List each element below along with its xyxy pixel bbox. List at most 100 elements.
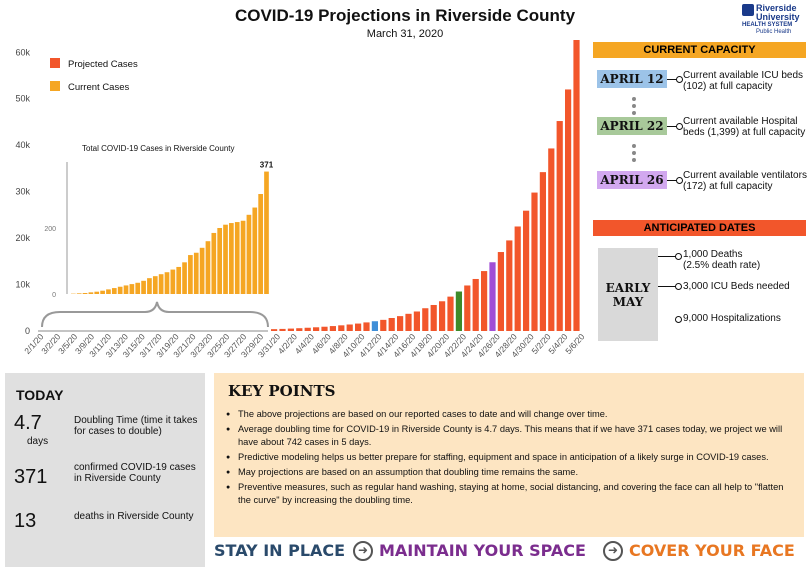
anticipated-hospitalizations: 9,000 Hospitalizations [683,313,781,324]
inset-y-tick-label: 200 [44,226,56,233]
inset-bar [164,272,170,294]
projected-bar [472,278,479,331]
deaths-label: deaths in Riverside County [74,511,194,522]
inset-bar [193,252,199,294]
inset-bar [234,222,240,294]
projected-bar [363,322,370,331]
projected-bar [497,252,504,331]
inset-bar [135,282,141,294]
inset-bar [129,284,135,294]
inset-bar [264,171,269,294]
timeline-dot [632,111,636,115]
early-may-label: EARLY MAY [598,248,658,341]
inset-bar [88,292,94,294]
key-point-item: Preventive measures, such as regular han… [224,481,798,507]
projected-bar [539,172,546,331]
anticipated-marker [675,253,682,260]
capacity-marker [676,123,683,130]
projected-bar [271,329,278,331]
y-tick-label: 60k [15,47,30,57]
anticipated-marker [675,316,682,323]
anticipated-icu: 3,000 ICU Beds needed [683,281,790,292]
projected-bar [523,210,530,331]
projected-bar [279,328,286,331]
page-date: March 31, 2020 [366,28,444,40]
inset-bar [240,220,246,294]
inset-bar [188,255,193,294]
capacity-text-hospital: Current available Hospital beds (1,399) … [683,116,806,138]
timeline-dot [632,151,636,155]
anticipated-connector [658,286,678,287]
key-points-title: KEY POINTS [228,382,336,400]
projected-bar [556,121,563,331]
inset-y-tick-label: 0 [52,292,56,299]
inset-bar [223,224,228,294]
y-tick-label: 0 [25,326,30,336]
inset-bar [246,214,252,294]
confirmed-cases-label: confirmed COVID-19 cases in Riverside Co… [74,462,196,484]
capacity-connector [667,180,679,181]
projected-bar [573,40,580,332]
y-tick-label: 50k [15,94,30,104]
inset-end-label: 371 [260,161,274,170]
inset-bar [211,232,217,294]
arrow-right-icon: ➜ [603,541,623,561]
key-point-item: May projections are based on an assumpti… [224,466,798,479]
projected-bar [413,311,420,331]
timeline-dot [632,144,636,148]
projected-bar [405,313,412,331]
projected-bar [380,319,387,331]
capacity-connector [667,79,679,80]
inset-bar [111,288,117,294]
confirmed-cases-value: 371 [14,466,48,488]
projected-bar [439,301,446,331]
page-title: COVID-19 Projections in Riverside County [234,6,576,25]
inset-bar [100,290,105,294]
today-panel [5,373,205,567]
inset-bar [182,262,187,294]
logo: Riverside University HEALTH SYSTEM Publi… [742,4,806,35]
capacity-marker [676,177,683,184]
inset-bar [199,247,205,294]
projection-chart: 010k20k30k40k50k60k2/1/203/2/203/5/203/9… [15,40,587,359]
arrow-right-icon: ➜ [353,541,373,561]
inset-bar [217,228,223,294]
inset-bar [170,269,176,294]
projected-bar [531,192,538,331]
y-tick-label: 20k [15,233,30,243]
timeline-dot [632,158,636,162]
projected-bar [430,304,437,331]
anticipated-marker [675,283,682,290]
legend-swatch [50,58,60,68]
legend-swatch [50,81,60,91]
deaths-value: 13 [14,510,37,532]
current-capacity-header: CURRENT CAPACITY [593,42,806,58]
capacity-date-april-26: APRIL 26 [597,171,667,189]
inset-bar [205,241,211,294]
anticipated-dates-header: ANTICIPATED DATES [593,220,806,236]
inset-bar [158,274,164,294]
doubling-time-value: 4.7 [14,412,42,434]
capacity-date-april-22: APRIL 22 [597,117,667,135]
inset-bar [82,293,88,294]
projected-bar [464,285,471,331]
inset-bar [176,266,182,294]
projected-bar [338,325,345,331]
key-point-item: Predictive modeling helps us better prep… [224,451,798,464]
projected-bar [422,308,429,331]
capacity-connector [667,126,679,127]
legend-label: Current Cases [68,82,129,93]
timeline-dot [632,104,636,108]
y-tick-label: 40k [15,140,30,150]
anticipated-deaths: 1,000 Deaths (2.5% death rate) [683,249,761,271]
projected-bar [447,296,454,331]
inset-bar [229,223,234,294]
projected-bar [481,271,488,331]
early-may-text: EARLY MAY [605,280,651,309]
key-points-list: The above projections are based on our r… [224,408,798,509]
capacity-text-ventilators: Current available ventilators (172) at f… [683,170,807,192]
projected-bar [548,148,555,331]
key-point-item: The above projections are based on our r… [224,408,798,421]
today-title: TODAY [16,387,64,403]
logo-line-4: Public Health [756,29,792,35]
